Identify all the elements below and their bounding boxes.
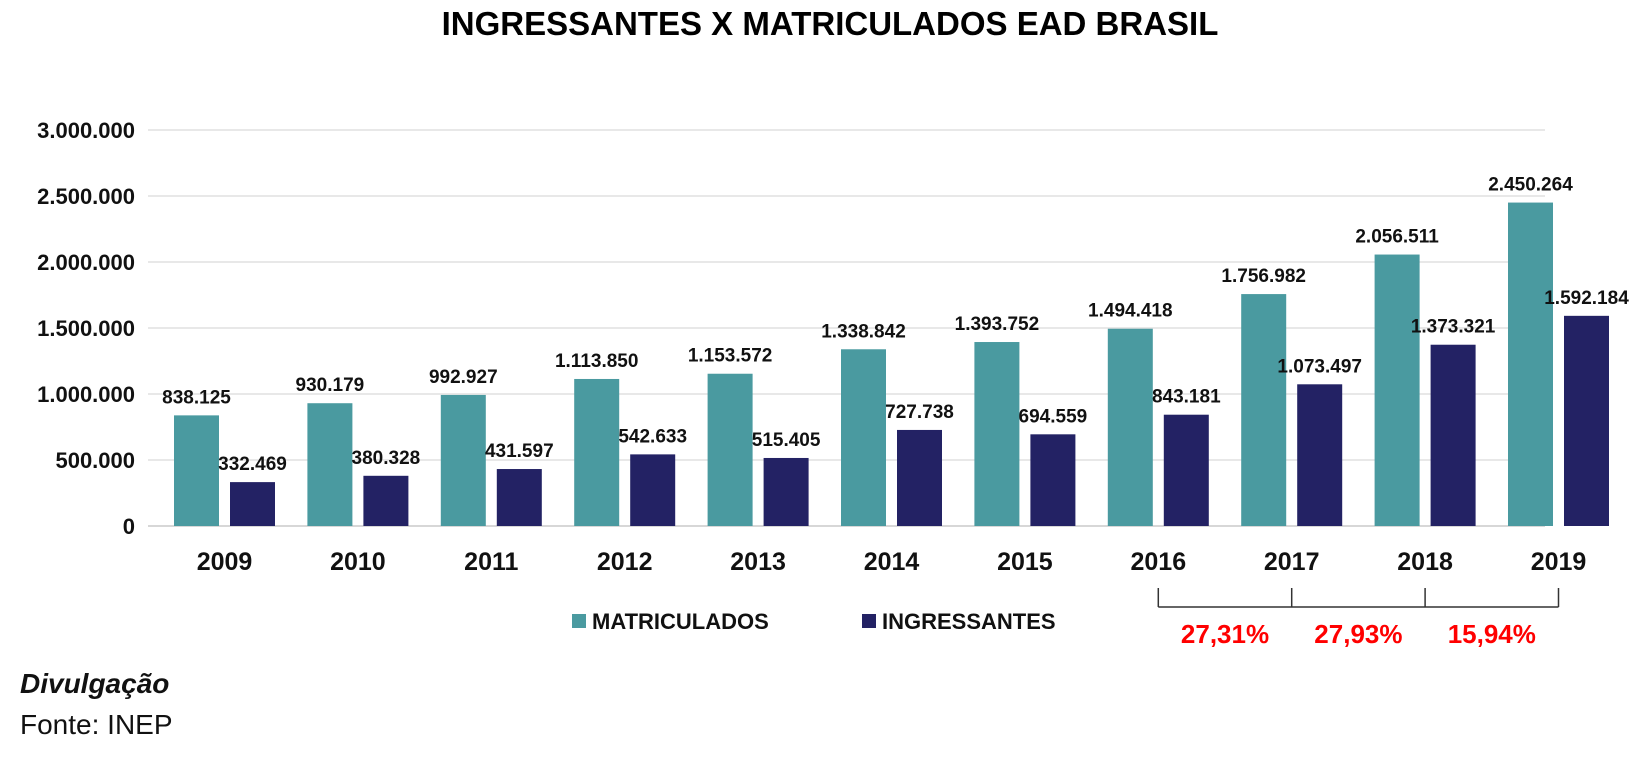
bar-ingressantes: [630, 454, 676, 526]
bar-matriculados: [1508, 202, 1553, 526]
y-tick-label: 2.000.000: [37, 250, 135, 275]
data-labels: 838.125 930.179 992.927 1.113.850 1.153.572 1…: [162, 175, 1629, 476]
data-label: 1.756.982: [1221, 266, 1306, 287]
chart-title: INGRESSANTES X MATRICULADOS EAD BRASIL: [442, 5, 1219, 42]
y-tick-label: 1.000.000: [37, 382, 135, 407]
data-label: 1.113.850: [555, 351, 638, 372]
bar-matriculados: [574, 378, 620, 526]
bar-ingressantes: [230, 482, 275, 526]
data-label: 515.405: [752, 430, 821, 451]
bar-ingressantes: [1163, 414, 1209, 526]
x-tick-label: 2010: [330, 548, 386, 576]
data-label: 1.494.418: [1088, 301, 1173, 322]
x-tick-label: 2015: [997, 548, 1053, 576]
x-axis: 2009 2010 2011 2012 2013 2014 2015 2016 2017 2018…: [197, 548, 1587, 576]
data-label: 2.056.511: [1355, 227, 1439, 248]
bar-ingressantes: [1030, 434, 1076, 526]
data-label: 930.179: [296, 375, 365, 396]
y-tick-label: 500.000: [55, 448, 135, 473]
bar-matriculados: [440, 394, 486, 526]
bar-matriculados: [1241, 294, 1287, 526]
x-tick-label: 2017: [1264, 548, 1320, 576]
legend-swatch: [572, 614, 586, 628]
source-text: Fonte: INEP: [20, 709, 173, 740]
data-label: 992.927: [429, 367, 498, 388]
y-tick-label: 0: [123, 514, 135, 539]
data-label: 431.597: [485, 441, 554, 462]
data-label: 542.633: [618, 426, 687, 447]
credit-text: Divulgação: [20, 668, 169, 699]
bar-matriculados: [974, 342, 1020, 526]
data-label: 1.338.842: [821, 321, 906, 342]
data-label: 1.393.752: [955, 314, 1040, 335]
y-tick-label: 1.500.000: [37, 316, 135, 341]
bar-matriculados: [174, 415, 219, 526]
bar-ingressantes: [763, 457, 809, 526]
legend-label: INGRESSANTES: [882, 609, 1056, 634]
data-label: 2.450.264: [1488, 175, 1573, 196]
x-tick-label: 2014: [864, 548, 920, 576]
x-tick-label: 2018: [1397, 548, 1453, 576]
x-tick-label: 2016: [1130, 548, 1186, 576]
growth-annotations: 27,31% 27,93% 15,94%: [1157, 588, 1560, 649]
data-label: 1.592.184: [1544, 288, 1629, 309]
y-tick-label: 2.500.000: [37, 184, 135, 209]
bars: [174, 202, 1609, 527]
bar-matriculados: [707, 373, 753, 526]
data-label: 332.469: [218, 454, 287, 475]
bar-matriculados: [1107, 328, 1153, 526]
data-label: 694.559: [1019, 406, 1088, 427]
bar-ingressantes: [897, 429, 942, 526]
legend: MATRICULADOS INGRESSANTES: [572, 609, 1056, 634]
y-tick-label: 3.000.000: [37, 118, 135, 143]
growth-label: 15,94%: [1448, 619, 1536, 649]
data-label: 843.181: [1152, 387, 1221, 408]
bar-ingressantes: [496, 469, 542, 526]
bar-ingressantes: [1564, 315, 1609, 526]
data-label: 1.153.572: [688, 346, 773, 367]
data-label: 727.738: [885, 402, 954, 423]
bar-matriculados: [1374, 254, 1420, 527]
x-tick-label: 2011: [464, 548, 518, 576]
data-label: 1.073.497: [1277, 356, 1362, 377]
x-tick-label: 2019: [1531, 548, 1587, 576]
data-label: 1.373.321: [1411, 317, 1496, 338]
bar-ingressantes: [363, 475, 409, 526]
legend-label: MATRICULADOS: [592, 609, 769, 634]
x-tick-label: 2012: [597, 548, 653, 576]
x-tick-label: 2013: [730, 548, 786, 576]
bar-matriculados: [307, 403, 353, 526]
y-axis: 0 500.000 1.000.000 1.500.000 2.000.000 2.500…: [37, 118, 135, 539]
data-label: 838.125: [162, 387, 231, 408]
growth-label: 27,93%: [1314, 619, 1402, 649]
bar-ingressantes: [1430, 344, 1476, 526]
x-tick-label: 2009: [197, 548, 253, 576]
legend-swatch: [862, 614, 876, 628]
bar-ingressantes: [1297, 384, 1343, 526]
data-label: 380.328: [352, 448, 421, 469]
growth-label: 27,31%: [1181, 619, 1269, 649]
bar-matriculados: [841, 349, 886, 526]
